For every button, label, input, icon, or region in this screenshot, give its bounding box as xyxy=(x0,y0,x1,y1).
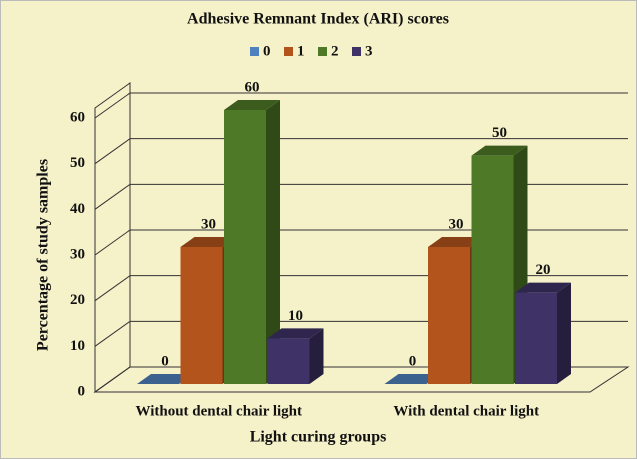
bar xyxy=(180,247,223,384)
bar-side xyxy=(557,282,571,384)
bar-top xyxy=(224,100,280,110)
bar xyxy=(267,338,310,384)
legend-swatch xyxy=(250,47,259,56)
grid-line xyxy=(94,138,628,165)
legend-swatch xyxy=(352,47,361,56)
bar xyxy=(428,247,470,384)
legend-label: 3 xyxy=(365,43,373,59)
bar-top xyxy=(267,328,324,339)
grid-line xyxy=(94,229,628,256)
data-label: 10 xyxy=(288,308,303,324)
bar-side xyxy=(266,100,280,384)
grid-line xyxy=(94,92,628,119)
bar xyxy=(515,292,557,384)
y-tick-label: 50 xyxy=(70,155,85,171)
bar-top xyxy=(515,282,571,293)
bar-top xyxy=(384,374,441,384)
bar xyxy=(471,155,514,384)
bar-top xyxy=(137,374,193,384)
y-tick-label: 30 xyxy=(70,246,85,262)
bar xyxy=(224,110,266,384)
y-tick-label: 10 xyxy=(70,338,85,354)
legend-swatch xyxy=(318,47,327,56)
y-tick-label: 20 xyxy=(70,292,85,308)
data-label: 50 xyxy=(492,125,507,141)
bar-top xyxy=(180,237,237,247)
legend-label: 0 xyxy=(263,43,271,59)
chart-title: Adhesive Remnant Index (ARI) scores xyxy=(187,11,449,28)
x-axis-label: Light curing groups xyxy=(250,429,387,446)
data-label: 30 xyxy=(449,216,464,232)
x-tick-label: Without dental chair light xyxy=(135,403,302,419)
data-label: 20 xyxy=(536,262,551,278)
data-label: 30 xyxy=(201,216,216,232)
x-tick-label: With dental chair light xyxy=(393,403,539,419)
y-axis-label: Percentage of study samples xyxy=(35,159,52,351)
y-tick-label: 40 xyxy=(70,201,85,217)
y-tick-label: 60 xyxy=(70,109,85,125)
legend-swatch xyxy=(284,47,293,56)
bar-top xyxy=(428,237,484,247)
legend-label: 1 xyxy=(297,43,305,59)
data-label: 0 xyxy=(409,353,417,369)
bar-top xyxy=(471,145,528,156)
data-label: 0 xyxy=(161,353,169,369)
data-label: 60 xyxy=(245,79,260,95)
y-tick-label: 0 xyxy=(78,383,86,399)
grid-line xyxy=(94,183,628,210)
legend-label: 2 xyxy=(331,43,339,59)
bar-side xyxy=(309,328,324,384)
